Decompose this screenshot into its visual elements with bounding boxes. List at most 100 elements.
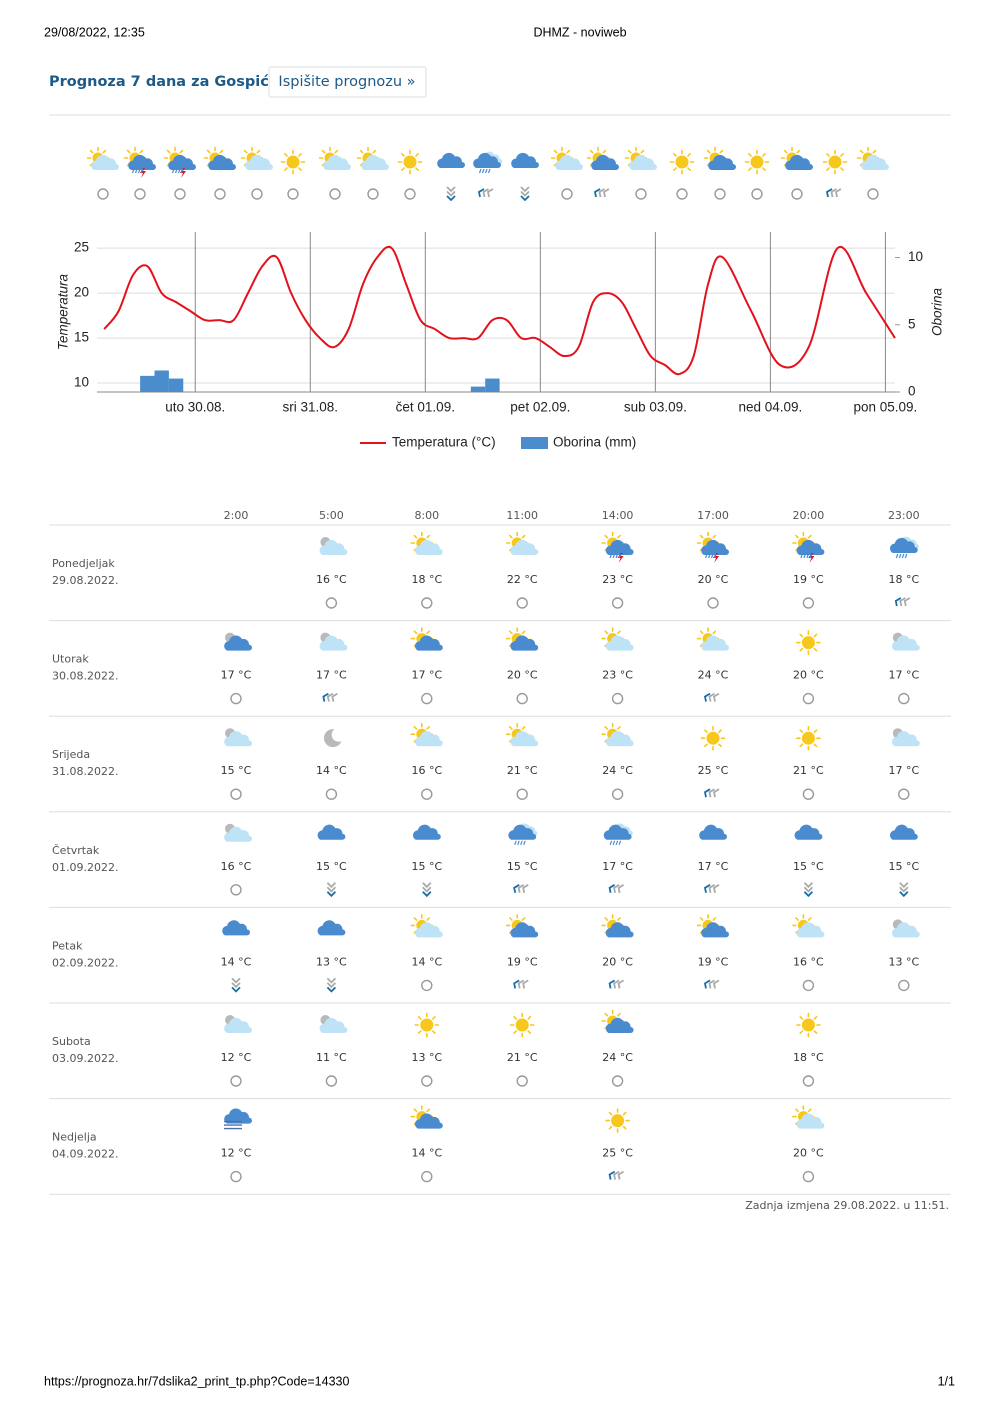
rain: [177, 168, 181, 174]
calm: [802, 788, 815, 800]
wind-chevron: [712, 788, 720, 798]
wind-icon: [751, 188, 763, 200]
wind-icon: [421, 1075, 433, 1087]
calm: [325, 1075, 338, 1087]
cloud: [168, 154, 196, 170]
day-name: Ponedjeljak: [52, 557, 115, 570]
day-name: Srijeda: [52, 748, 90, 761]
weather-icon: [319, 632, 348, 651]
wind-icon: [825, 188, 842, 198]
rain: [615, 840, 619, 846]
button-box[interactable]: [268, 66, 427, 98]
cloud: [796, 539, 825, 555]
cloud: [224, 1017, 252, 1033]
wind-chevron: [617, 884, 625, 893]
print-page: 1/1: [938, 1374, 955, 1388]
weather-icon: [699, 824, 727, 840]
temperature: 17 °C: [888, 764, 919, 777]
wind-chevron: [326, 977, 337, 984]
weather-icon: [410, 914, 443, 938]
wind-icon: [287, 188, 299, 200]
temperature: 13 °C: [411, 1051, 442, 1064]
weather-icon: [473, 151, 503, 174]
sun-ray: [566, 149, 571, 154]
temperature: 17 °C: [316, 669, 347, 682]
wind-icon: [513, 979, 529, 989]
wind-icon: [325, 788, 338, 800]
weather-icon: [224, 632, 252, 651]
wind-icon: [329, 188, 341, 200]
wind-icon: [97, 188, 109, 200]
wind-icon: [703, 692, 720, 702]
calm: [791, 188, 803, 200]
wind-chevron: [231, 986, 241, 993]
rain: [800, 553, 803, 559]
sun: [801, 1018, 815, 1032]
cloud: [510, 539, 539, 555]
wind-chevron: [613, 884, 620, 893]
weather-icon: [505, 531, 539, 555]
temperature: 21 °C: [793, 764, 824, 777]
temperature: 15 °C: [411, 860, 442, 873]
wind-icon: [230, 884, 242, 896]
cloud: [605, 731, 634, 747]
weather-icon: [794, 824, 823, 840]
weather-icon: [410, 722, 443, 747]
wind-chevron: [477, 188, 485, 198]
wind-icon: [513, 884, 529, 893]
wind-chevron: [231, 977, 241, 984]
sun-ray: [687, 153, 691, 157]
rain: [487, 168, 491, 174]
sun-ray: [859, 149, 864, 154]
legend-swatch: [521, 437, 548, 449]
calm: [898, 788, 910, 800]
sun: [515, 1018, 529, 1032]
sun-ray: [602, 149, 607, 154]
cloud: [699, 824, 727, 840]
sun-ray: [415, 167, 419, 171]
precip-bar: [485, 378, 500, 392]
calm: [707, 597, 719, 609]
sun-ray: [813, 633, 818, 638]
print-button[interactable]: Ispišite prognozu »: [268, 66, 427, 98]
wind-icon: [802, 1170, 815, 1183]
calm: [611, 692, 624, 705]
wind-chevron: [708, 788, 715, 798]
wind-icon: [703, 979, 720, 989]
lightning: [180, 168, 186, 178]
wind-icon: [516, 597, 528, 609]
sun-ray: [219, 149, 224, 154]
temperature: 19 °C: [698, 955, 729, 968]
weather-icon: [796, 725, 821, 751]
wind-icon: [421, 979, 433, 992]
cloud: [510, 731, 539, 747]
wind-chevron: [326, 882, 337, 889]
temperature: 20 °C: [698, 573, 729, 586]
wind-icon: [608, 979, 625, 989]
wind-icon: [520, 186, 530, 202]
sun-ray: [687, 167, 691, 171]
cloud: [224, 731, 252, 747]
day-date: 30.08.2022.: [52, 670, 118, 683]
weather-icon: [586, 146, 619, 170]
sun-ray: [795, 917, 799, 921]
calm: [230, 1170, 242, 1183]
hour-header: 8:00: [414, 509, 439, 522]
sun-ray: [417, 1016, 422, 1020]
day-name: Subota: [52, 1035, 91, 1048]
sun-ray: [712, 917, 717, 921]
sun-ray: [413, 725, 418, 730]
button-label[interactable]: Ispišite prognozu »: [278, 74, 415, 90]
weather-icon: [356, 146, 389, 170]
sun-ray: [706, 149, 711, 154]
sun-ray: [799, 729, 804, 733]
cloud: [473, 152, 501, 168]
calm: [329, 188, 341, 200]
sun-ray: [762, 153, 766, 157]
weather-icon: [123, 146, 156, 178]
weather-icon: [891, 632, 920, 651]
x-tick-label: pet 02.09.: [510, 400, 570, 415]
rain: [484, 168, 488, 174]
cloud: [794, 824, 823, 840]
sun-ray: [89, 149, 94, 154]
